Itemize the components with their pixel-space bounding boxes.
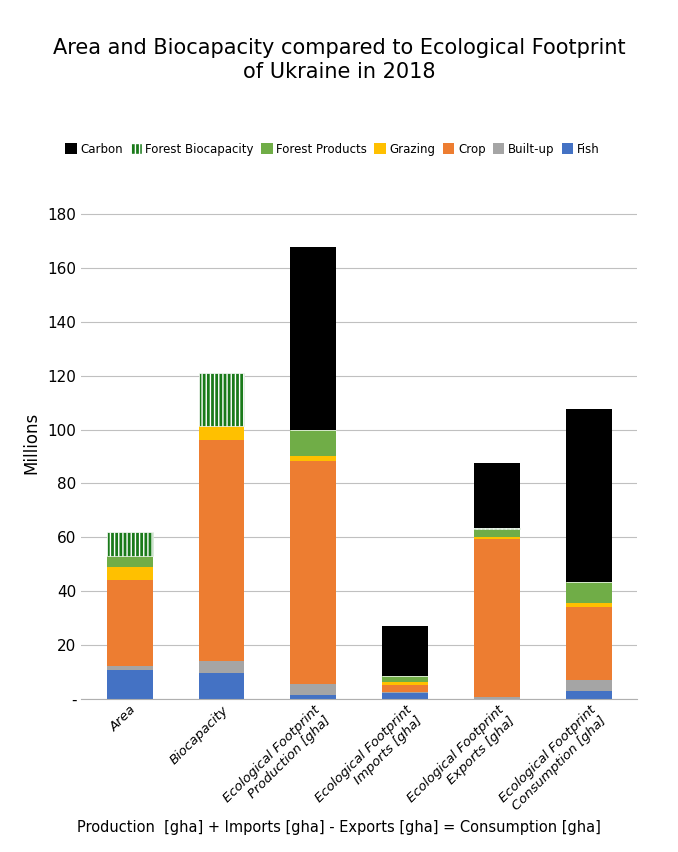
Bar [474, 697, 520, 699]
Bar [290, 684, 336, 694]
Bar [382, 676, 428, 682]
Text: Production  [gha] + Imports [gha] - Exports [gha] = Consumption [gha]: Production [gha] + Imports [gha] - Expor… [77, 820, 601, 835]
Bar [474, 529, 520, 538]
Bar [566, 582, 612, 603]
Bar [106, 567, 153, 580]
Bar [199, 440, 245, 661]
Bar [199, 425, 245, 440]
Bar [382, 682, 428, 685]
Bar [290, 694, 336, 699]
Bar [382, 685, 428, 692]
Bar [566, 603, 612, 607]
Bar [199, 673, 245, 699]
Bar [474, 538, 520, 697]
Bar [566, 680, 612, 691]
Bar [106, 556, 153, 567]
Bar [382, 692, 428, 694]
Bar [566, 691, 612, 699]
Bar [290, 461, 336, 684]
Bar [290, 429, 336, 457]
Bar [290, 246, 336, 429]
Y-axis label: Millions: Millions [22, 412, 41, 475]
Bar [290, 457, 336, 461]
Bar [566, 607, 612, 680]
Bar [382, 694, 428, 699]
Bar [106, 580, 153, 666]
Bar [199, 661, 245, 673]
Bar [199, 373, 245, 425]
Bar [106, 671, 153, 699]
Text: Area and Biocapacity compared to Ecological Footprint
of Ukraine in 2018: Area and Biocapacity compared to Ecologi… [53, 38, 625, 82]
Bar [474, 463, 520, 527]
Bar [382, 626, 428, 676]
Legend: Carbon, Forest Biocapacity, Forest Products, Grazing, Crop, Built-up, Fish: Carbon, Forest Biocapacity, Forest Produ… [60, 138, 604, 160]
Bar [474, 527, 520, 529]
Bar [106, 532, 153, 556]
Bar [566, 410, 612, 582]
Bar [106, 666, 153, 671]
